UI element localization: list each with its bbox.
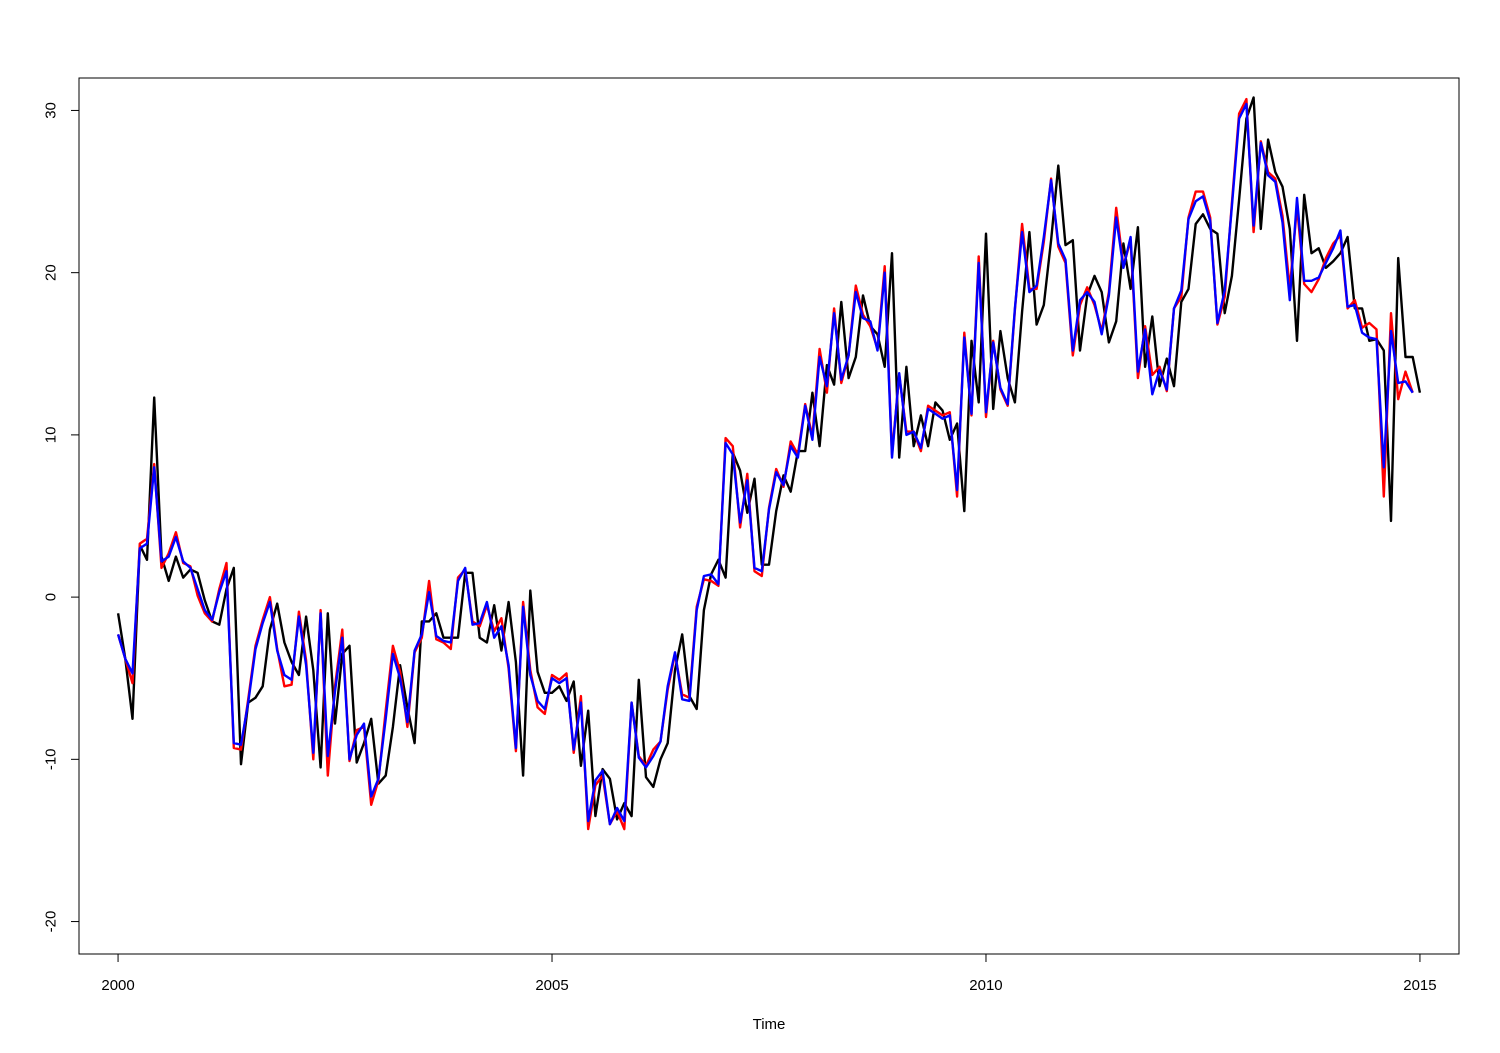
series-line-2 bbox=[116, 97, 1414, 831]
y-tick-label: 0 bbox=[43, 593, 60, 601]
x-tick-label: 2010 bbox=[969, 977, 1002, 994]
y-tick-label: 10 bbox=[43, 427, 60, 444]
y-axis: -20 -10 0 10 20 30 bbox=[43, 102, 80, 932]
y-tick-label: -10 bbox=[43, 748, 60, 770]
series-line-3 bbox=[116, 102, 1414, 826]
x-axis-title: Time bbox=[753, 1016, 786, 1033]
x-tick-label: 2015 bbox=[1403, 977, 1436, 994]
series-layer bbox=[116, 96, 1422, 831]
x-tick-label: 2000 bbox=[101, 977, 134, 994]
y-tick-label: 20 bbox=[43, 264, 60, 281]
series-line-1 bbox=[116, 96, 1422, 821]
x-axis: 2000 2005 2010 2015 bbox=[101, 953, 1437, 994]
x-tick-label: 2005 bbox=[535, 977, 568, 994]
y-tick-label: 30 bbox=[43, 102, 60, 119]
y-tick-label: -20 bbox=[43, 911, 60, 933]
